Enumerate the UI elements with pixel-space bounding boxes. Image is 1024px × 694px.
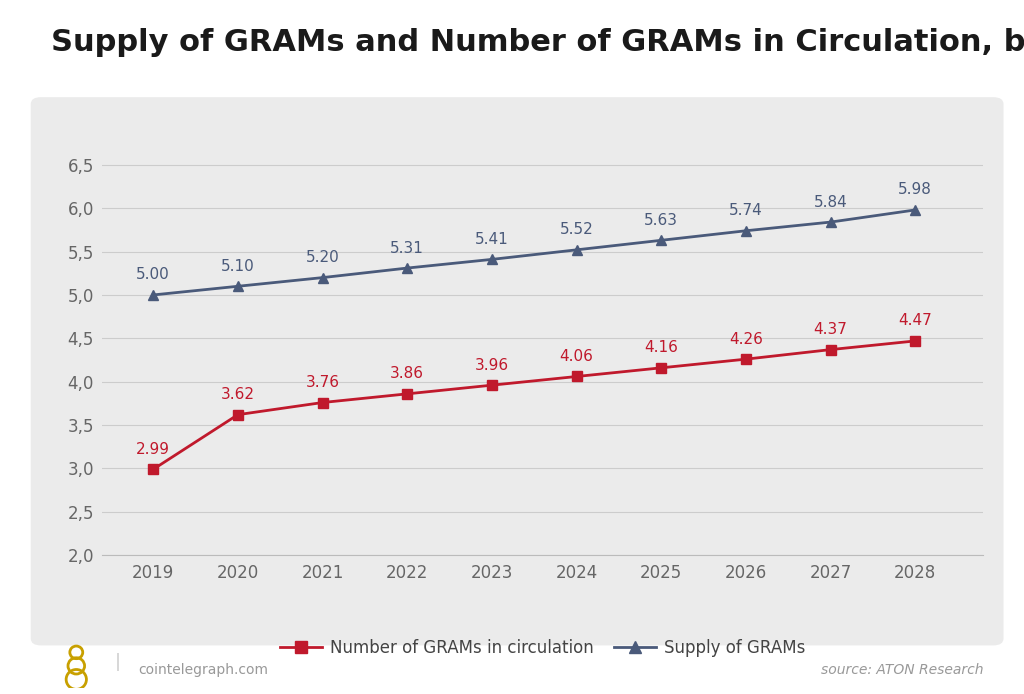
Text: 4.26: 4.26: [729, 332, 763, 346]
Text: 5.20: 5.20: [306, 250, 339, 265]
Text: 5.00: 5.00: [136, 267, 170, 282]
Text: 5.98: 5.98: [898, 183, 932, 197]
Text: 5.10: 5.10: [221, 259, 255, 273]
Text: source: ATON Research: source: ATON Research: [820, 663, 983, 677]
Text: 2.99: 2.99: [136, 442, 170, 457]
Text: 3.76: 3.76: [305, 375, 340, 390]
Text: 3.62: 3.62: [221, 387, 255, 402]
Text: Supply of GRAMs and Number of GRAMs in Circulation, bn: Supply of GRAMs and Number of GRAMs in C…: [51, 28, 1024, 57]
Text: 5.41: 5.41: [475, 232, 509, 247]
Text: 4.16: 4.16: [644, 340, 678, 355]
Text: 5.63: 5.63: [644, 213, 678, 228]
Text: 4.37: 4.37: [814, 322, 848, 337]
Text: 5.74: 5.74: [729, 203, 763, 218]
Text: 4.47: 4.47: [898, 314, 932, 328]
Text: 3.96: 3.96: [475, 357, 509, 373]
Text: 5.84: 5.84: [814, 194, 848, 210]
Text: |: |: [115, 653, 121, 671]
Text: 4.06: 4.06: [560, 349, 594, 364]
Text: 5.31: 5.31: [390, 241, 424, 255]
Text: 3.86: 3.86: [390, 366, 424, 381]
Legend: Number of GRAMs in circulation, Supply of GRAMs: Number of GRAMs in circulation, Supply o…: [273, 632, 812, 663]
Text: 5.52: 5.52: [560, 222, 594, 237]
Text: cointelegraph.com: cointelegraph.com: [138, 663, 268, 677]
